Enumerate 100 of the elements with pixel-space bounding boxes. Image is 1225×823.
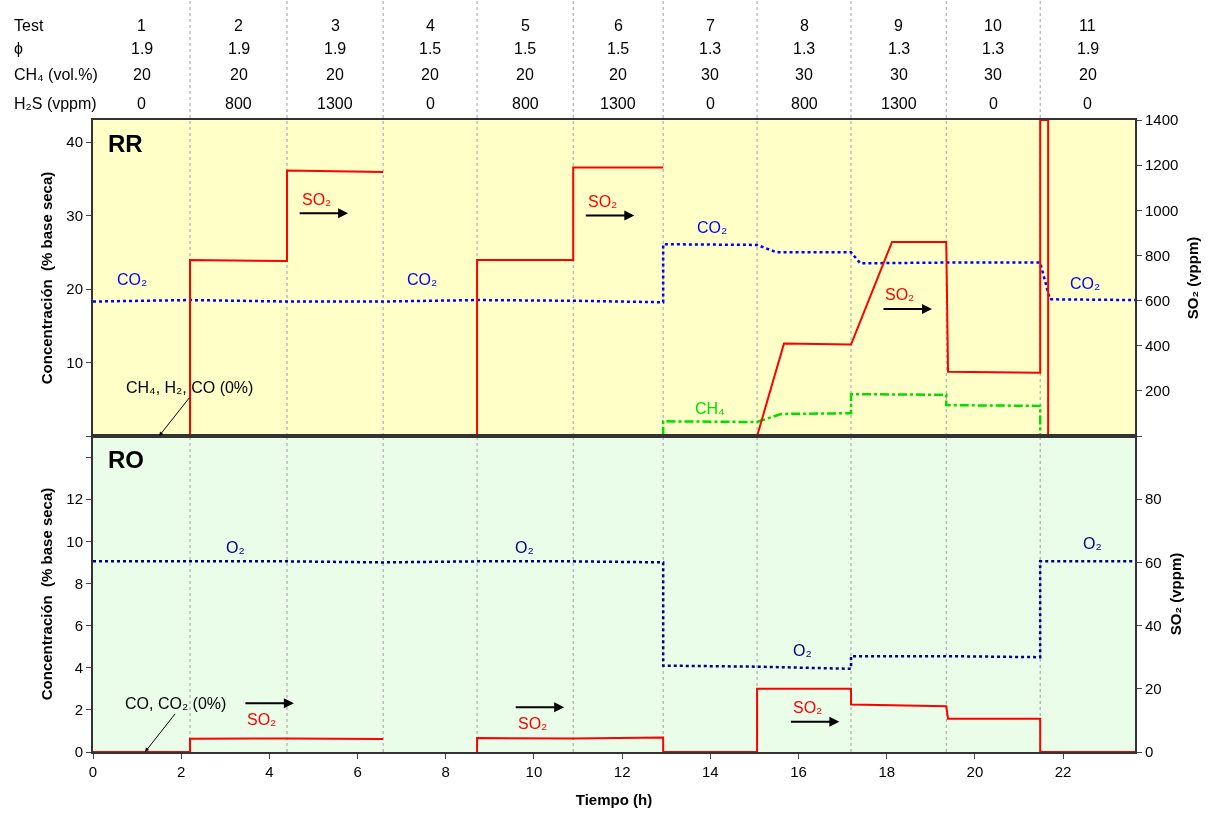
y2-tick-label: 40 bbox=[1145, 616, 1162, 634]
text: 1300 bbox=[881, 95, 917, 112]
y-tick-label: 30 bbox=[66, 206, 83, 224]
annotation: SO₂ bbox=[885, 286, 915, 303]
text: 7 bbox=[706, 17, 715, 34]
text: 1.5 bbox=[607, 40, 630, 57]
text: 20 bbox=[133, 66, 151, 83]
y-tick-label: 0 bbox=[74, 743, 83, 761]
annotation: CO, CO₂ (0%) bbox=[125, 695, 227, 712]
text: ϕ bbox=[14, 40, 23, 57]
text: 8 bbox=[800, 17, 809, 34]
series-label: O₂ bbox=[226, 539, 245, 556]
text: 1300 bbox=[317, 95, 353, 112]
text: 0 bbox=[1083, 95, 1092, 112]
annotation: SO₂ bbox=[793, 699, 823, 716]
text: 1.5 bbox=[419, 40, 442, 57]
text: 30 bbox=[701, 66, 719, 83]
annotation: O₂ bbox=[1083, 535, 1102, 552]
annotation: CO₂ bbox=[1070, 275, 1101, 292]
x-tick-label: 8 bbox=[441, 763, 450, 780]
text: 6 bbox=[614, 17, 623, 34]
y2-tick-label: 60 bbox=[1145, 553, 1162, 571]
text: 11 bbox=[1079, 17, 1096, 34]
text: 30 bbox=[984, 66, 1002, 83]
y2-tick-label: 1400 bbox=[1145, 111, 1179, 129]
annotation: CO₂ bbox=[697, 219, 728, 236]
y-axis-title: Concentración (% base seca) bbox=[38, 487, 56, 701]
text: 1.9 bbox=[324, 40, 347, 57]
x-tick-label: 20 bbox=[966, 763, 984, 780]
text: 1.3 bbox=[699, 40, 722, 57]
y-tick-label: 10 bbox=[66, 532, 83, 550]
text: 20 bbox=[326, 66, 344, 83]
x-tick-label: 4 bbox=[265, 763, 274, 780]
text: 20 bbox=[421, 66, 439, 83]
text: 1.3 bbox=[793, 40, 816, 57]
text: 1.9 bbox=[1077, 40, 1100, 57]
y2-tick-label: 1200 bbox=[1145, 156, 1179, 174]
series-label: CH₄ bbox=[695, 400, 725, 417]
x-tick-label: 0 bbox=[88, 763, 98, 780]
y-tick-label: 40 bbox=[66, 133, 83, 151]
y2-tick-label: 600 bbox=[1145, 291, 1171, 309]
text: 0 bbox=[137, 95, 146, 112]
y2-tick-label: 400 bbox=[1145, 336, 1171, 354]
text: 0 bbox=[426, 95, 435, 112]
annotation: O₂ bbox=[793, 642, 812, 659]
y-tick-label: 8 bbox=[74, 574, 83, 592]
text: CH₄ (vol.%) bbox=[14, 66, 98, 83]
annotation: CO₂ bbox=[407, 271, 438, 288]
text: 1.3 bbox=[982, 40, 1005, 57]
text: 30 bbox=[795, 66, 813, 83]
x-tick-label: 6 bbox=[353, 763, 362, 780]
x-tick-label: 16 bbox=[790, 763, 807, 780]
text: 30 bbox=[890, 66, 908, 83]
x-tick-label: 12 bbox=[613, 763, 631, 780]
x-tick-label: 10 bbox=[525, 763, 543, 780]
text: 20 bbox=[230, 66, 248, 83]
y-tick-label: 10 bbox=[66, 353, 83, 371]
y-tick-label: 6 bbox=[74, 616, 83, 634]
annotation: SO₂ bbox=[588, 193, 618, 210]
x-tick-label: 22 bbox=[1054, 763, 1072, 780]
series-label: SO₂ bbox=[247, 711, 277, 728]
y2-tick-label: 800 bbox=[1145, 246, 1171, 264]
annotation: O₂ bbox=[515, 539, 534, 556]
text: 0 bbox=[989, 95, 998, 112]
y2-tick-label: 80 bbox=[1145, 490, 1162, 508]
text: 10 bbox=[984, 17, 1002, 34]
text: 1.9 bbox=[228, 40, 251, 57]
text: 1 bbox=[137, 17, 146, 34]
text: 20 bbox=[1079, 66, 1097, 83]
chart-title: RR bbox=[108, 130, 143, 157]
y-tick-label: 20 bbox=[66, 280, 83, 298]
annotation: CH₄, H₂, CO (0%) bbox=[126, 379, 254, 396]
x-axis-title: Tiempo (h) bbox=[575, 790, 653, 808]
text: 1.3 bbox=[888, 40, 911, 57]
y2-tick-label: 0 bbox=[1145, 743, 1154, 761]
series-label: CO₂ bbox=[117, 271, 148, 288]
x-tick-label: 14 bbox=[702, 763, 719, 780]
text: 800 bbox=[225, 95, 252, 112]
y2-tick-label: 200 bbox=[1145, 382, 1171, 400]
text: 0 bbox=[706, 95, 715, 112]
text: Test bbox=[14, 17, 44, 34]
text: 1300 bbox=[600, 95, 636, 112]
text: 1.5 bbox=[514, 40, 537, 57]
text: 20 bbox=[609, 66, 627, 83]
text: 20 bbox=[516, 66, 534, 83]
y-tick-label: 12 bbox=[66, 490, 83, 508]
y2-axis-title: SO₂ (vppm) bbox=[1183, 236, 1201, 320]
y2-tick-label: 20 bbox=[1145, 680, 1162, 698]
y-axis-title: Concentración (% base seca) bbox=[38, 171, 56, 385]
text: 3 bbox=[331, 17, 340, 34]
chart-title: RO bbox=[108, 446, 144, 473]
text: 5 bbox=[521, 17, 530, 34]
text: 800 bbox=[512, 95, 539, 112]
text: 2 bbox=[234, 17, 243, 34]
text: 800 bbox=[791, 95, 818, 112]
text: 4 bbox=[426, 17, 435, 34]
annotation: SO₂ bbox=[518, 715, 548, 732]
text: 9 bbox=[894, 17, 903, 34]
text: H₂S (vppm) bbox=[14, 95, 97, 112]
series-label: SO₂ bbox=[302, 191, 332, 208]
